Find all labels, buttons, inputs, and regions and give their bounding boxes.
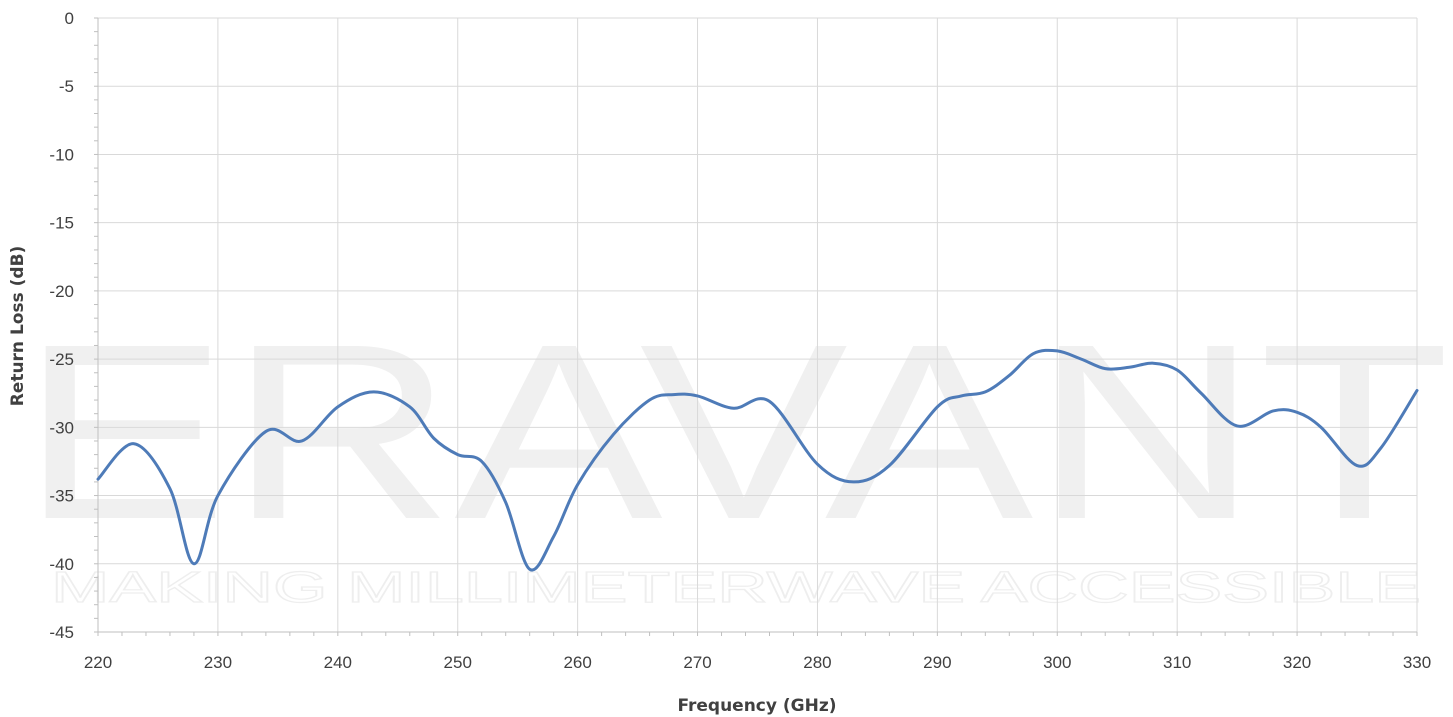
x-tick-label: 270 (683, 653, 711, 672)
x-tick-labels: 220 230 240 250 260 270 280 290 300 310 320 330 (84, 653, 1431, 672)
axes (97, 18, 1417, 633)
y-tick-labels: 0 -5 -10 -15 -20 -25 -30 -35 -40 -45 (49, 9, 74, 642)
x-tick-label: 330 (1403, 653, 1431, 672)
x-tick-label: 220 (84, 653, 112, 672)
y-tick-label: -45 (49, 623, 74, 642)
minor-ticks (94, 17, 1418, 636)
y-tick-label: -20 (49, 282, 74, 301)
x-tick-label: 310 (1163, 653, 1191, 672)
y-tick-label: -5 (59, 77, 74, 96)
watermark-brand: ERAVANT (20, 292, 1450, 571)
series-line-0 (96, 348, 1419, 572)
y-tick-label: -35 (49, 487, 74, 506)
series-group (96, 348, 1419, 572)
x-tick-label: 320 (1283, 653, 1311, 672)
x-tick-label: 250 (444, 653, 472, 672)
x-tick-label: 260 (563, 653, 591, 672)
y-tick-label: -30 (49, 418, 74, 437)
x-axis-title: Frequency (GHz) (677, 696, 836, 716)
watermark-tagline: MAKING MILLIMETERWAVE ACCESSIBLE (51, 563, 1421, 612)
y-tick-label: -10 (49, 145, 74, 164)
y-tick-label: -40 (49, 555, 74, 574)
x-tick-label: 300 (1043, 653, 1071, 672)
x-tick-label: 230 (204, 653, 232, 672)
x-tick-label: 280 (803, 653, 831, 672)
gridlines (98, 17, 1418, 632)
y-tick-label: -15 (49, 214, 74, 233)
brand-watermark: ERAVANT MAKING MILLIMETERWAVE ACCESSIBLE (20, 292, 1450, 613)
x-tick-label: 290 (923, 653, 951, 672)
y-axis-title: Return Loss (dB) (8, 246, 28, 407)
x-tick-label: 240 (324, 653, 352, 672)
y-tick-label: -25 (49, 350, 74, 369)
y-tick-label: 0 (65, 9, 74, 28)
